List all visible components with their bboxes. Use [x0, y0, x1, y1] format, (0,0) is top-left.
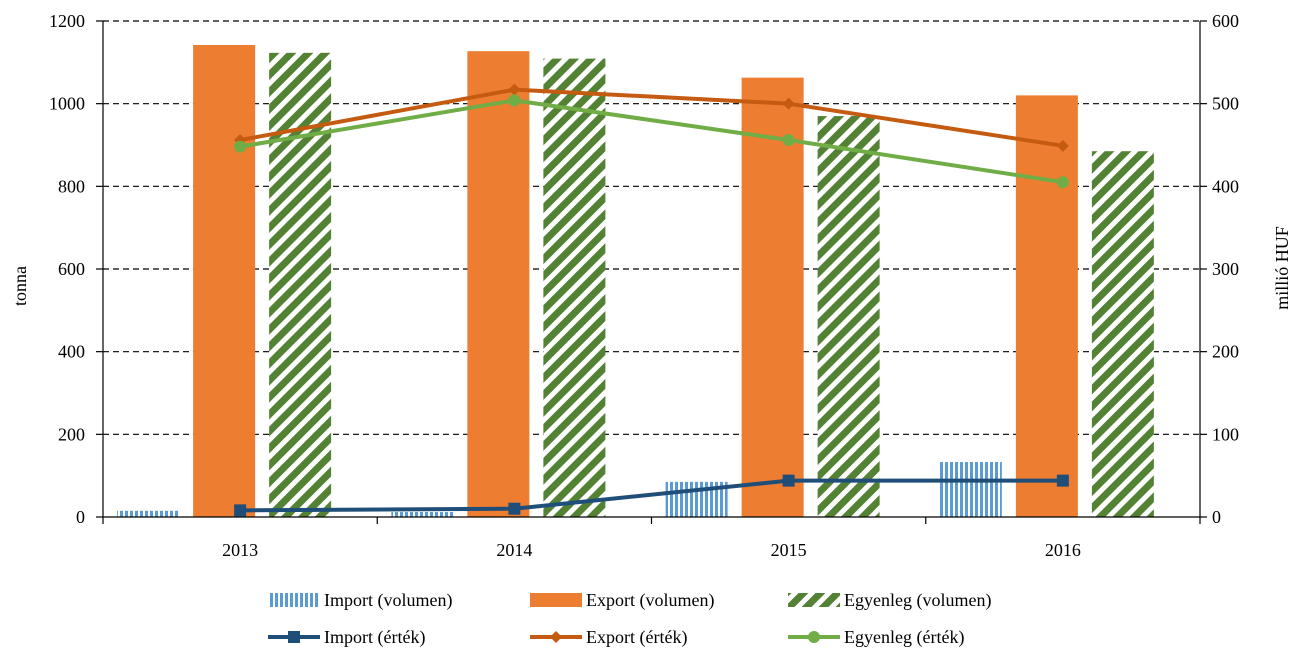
right-tick-label: 400: [1212, 176, 1239, 196]
right-tick-label: 100: [1212, 424, 1239, 444]
point-egyenleg-ertek: [1056, 176, 1069, 189]
legend-swatch: [530, 593, 582, 607]
left-tick-label: 600: [58, 259, 85, 279]
right-tick-label: 600: [1212, 11, 1239, 31]
left-tick-label: 1200: [49, 11, 85, 31]
legend-label: Import (volumen): [324, 590, 452, 611]
bar-export-volumen: [467, 51, 530, 517]
left-tick-label: 800: [58, 176, 85, 196]
legend-swatch: [788, 593, 840, 607]
point-import-ertek: [1056, 474, 1069, 487]
right-tick-label: 300: [1212, 259, 1239, 279]
line-export-ertek: [239, 87, 1064, 148]
bar-export-volumen: [193, 44, 256, 518]
point-import-ertek: [234, 504, 247, 517]
legend-swatch: [268, 593, 320, 607]
legend-label: Export (volumen): [586, 590, 714, 611]
bar-export-volumen: [1015, 95, 1078, 518]
point-export-ertek: [1056, 139, 1069, 152]
bar-egyenleg-volumen: [543, 58, 606, 517]
left-tick-label: 0: [76, 507, 85, 527]
point-egyenleg-ertek: [508, 94, 521, 107]
axes: [96, 20, 1207, 524]
bars: [117, 44, 1154, 518]
bar-import-volumen: [391, 512, 454, 517]
x-tick-label: 2013: [222, 540, 258, 560]
bar-egyenleg-volumen: [1091, 151, 1154, 517]
left-tick-label: 200: [58, 424, 85, 444]
legend-marker: [808, 631, 820, 643]
bar-import-volumen: [939, 462, 1002, 517]
x-tick-label: 2015: [771, 540, 807, 560]
line-import-ertek: [240, 478, 1063, 513]
bar-import-volumen: [117, 510, 180, 517]
lines: [234, 83, 1069, 517]
point-export-ertek: [782, 97, 795, 110]
left-tick-label: 1000: [49, 94, 85, 114]
line-egyenleg-ertek: [239, 98, 1064, 185]
legend-marker: [288, 631, 300, 643]
x-tick-label: 2014: [496, 540, 532, 560]
point-export-ertek: [508, 83, 521, 96]
right-tick-label: 0: [1212, 507, 1221, 527]
bar-export-volumen: [741, 77, 804, 518]
bar-egyenleg-volumen: [817, 116, 880, 518]
legend-label: Import (érték): [324, 627, 425, 648]
left-tick-label: 400: [58, 342, 85, 362]
point-import-ertek: [508, 502, 521, 515]
legend-label: Egyenleg (volumen): [844, 590, 991, 611]
bar-egyenleg-volumen: [269, 52, 332, 518]
legend: Import (volumen) Export (volumen) Egyenleg…: [268, 590, 991, 648]
right-tick-label: 200: [1212, 342, 1239, 362]
right-tick-label: 500: [1212, 94, 1239, 114]
point-egyenleg-ertek: [782, 134, 795, 147]
legend-label: Egyenleg (érték): [844, 627, 964, 648]
y-axis-label-right: millió HUF: [1272, 226, 1292, 310]
x-tick-label: 2016: [1045, 540, 1081, 560]
legend-marker: [550, 631, 562, 643]
y-axis-label-left: tonna: [10, 266, 30, 306]
tick-labels: 0 200 400 600 800 1000 1200 0 100 200 300 400 500 600…: [49, 11, 1239, 560]
legend-label: Export (érték): [586, 627, 687, 648]
point-egyenleg-ertek: [234, 140, 247, 153]
point-import-ertek: [782, 474, 795, 487]
